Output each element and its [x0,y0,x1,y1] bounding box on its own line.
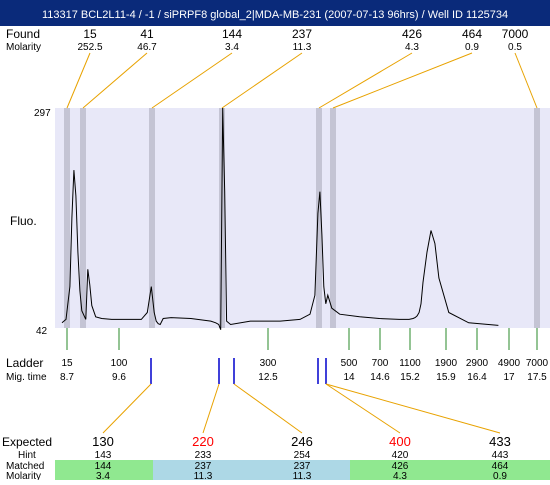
matched-cell [255,460,350,480]
molarity-label: Molarity [6,42,41,53]
matched-cell [55,460,153,480]
y-tick-bottom: 42 [36,326,48,337]
matched-label: Matched [6,461,44,472]
found-size: 237 [292,27,312,41]
ladder-mig-time: 17.5 [527,372,547,383]
matched-cell [153,460,255,480]
matched-molarity: 4.3 [393,471,407,480]
ladder-mig-time: 14.6 [370,372,390,383]
expected-label: Expected [2,435,52,449]
ladder-mig-time: 17 [503,372,515,383]
hint-size: 233 [195,450,212,461]
expected-size: 400 [389,434,411,449]
band-marker [64,108,70,328]
ladder-size: 1900 [435,358,458,369]
ladder-size: 300 [260,358,277,369]
ladder-annotations: 15 8.7 100 9.6 300 12.5 500 14 700 14.6 1100 15.2 19… [60,328,549,384]
ladder-size: 1100 [399,358,421,369]
ladder-size: 700 [372,358,389,369]
band-marker [330,108,336,328]
found-size: 7000 [502,27,529,41]
band-marker [149,108,155,328]
found-leader-line [221,52,303,109]
ladder-mig-time: 15.2 [400,372,420,383]
ladder-size: 100 [111,358,128,369]
hint-size: 443 [492,450,509,461]
found-molarity: 0.5 [508,42,522,53]
matched-molarity: 11.3 [194,471,213,480]
found-size: 426 [402,27,422,41]
found-size: 144 [222,27,242,41]
expected-size: 433 [489,434,511,449]
ladder-mig-time: 9.6 [112,372,126,383]
fluorescence-trace [61,107,499,330]
expected-leader-line [102,383,152,434]
plot-area [55,108,550,328]
found-leader-line [151,52,233,109]
matched-size: 237 [294,461,311,472]
hint-size: 420 [392,450,409,461]
found-size: 41 [140,27,154,41]
matched-molarity: 11.3 [293,471,312,480]
matched-size: 237 [195,461,212,472]
expected-size: 220 [192,434,214,449]
matched-cell [350,460,450,480]
molarity-bottom-label: Molarity [6,471,41,480]
title-bar [0,0,550,26]
matched-molarity: 3.4 [96,471,110,480]
found-label: Found [6,27,40,41]
matched-molarity: 0.9 [493,471,507,480]
ladder-size: 4900 [498,358,521,369]
expected-size: 130 [92,434,114,449]
ladder-mig-time: 12.5 [258,372,278,383]
hint-size: 254 [294,450,311,461]
band-marker [80,108,86,328]
ladder-mig-time: 8.7 [60,372,74,383]
ladder-size: 15 [61,358,73,369]
band-marker [534,108,540,328]
expected-leader-line [325,383,501,434]
matched-cell [450,460,550,480]
ladder-size: 2900 [466,358,489,369]
ladder-mig-time: 16.4 [467,372,487,383]
found-molarity: 11.3 [293,42,312,53]
expected-leader-line [325,383,401,434]
y-tick-top: 297 [34,108,51,119]
found-molarity: 46.7 [137,42,157,53]
mig-time-label: Mig. time [6,372,47,383]
chart-title: 113317 BCL2L11-4 / -1 / siPRPF8 global_2… [42,9,508,21]
expected-leader-line [233,383,303,434]
found-leader-line [82,52,148,109]
hint-label: Hint [18,450,36,461]
hint-size: 143 [95,450,112,461]
ladder-size: 7000 [526,358,549,369]
found-molarity: 252.5 [77,42,102,53]
found-leader-line [66,52,91,109]
found-molarity: 0.9 [465,42,479,53]
matched-size: 426 [392,461,409,472]
found-leader-line [514,52,538,109]
found-molarity: 3.4 [225,42,239,53]
found-leader-line [318,52,413,109]
found-size: 15 [83,27,97,41]
found-size: 464 [462,27,482,41]
ladder-size: 500 [341,358,358,369]
expected-leader-line [202,383,220,434]
ladder-mig-time: 15.9 [436,372,456,383]
found-molarity: 4.3 [405,42,419,53]
matched-size: 144 [95,461,112,472]
matched-size: 464 [492,461,509,472]
expected-size: 246 [291,434,313,449]
band-marker [316,108,322,328]
found-leader-line [332,52,473,109]
fluo-label: Fluo. [10,214,37,228]
ladder-mig-time: 14 [343,372,355,383]
expected-table: 1301431443.422023323711.324625423711.340… [55,383,550,482]
ladder-label: Ladder [6,356,43,370]
